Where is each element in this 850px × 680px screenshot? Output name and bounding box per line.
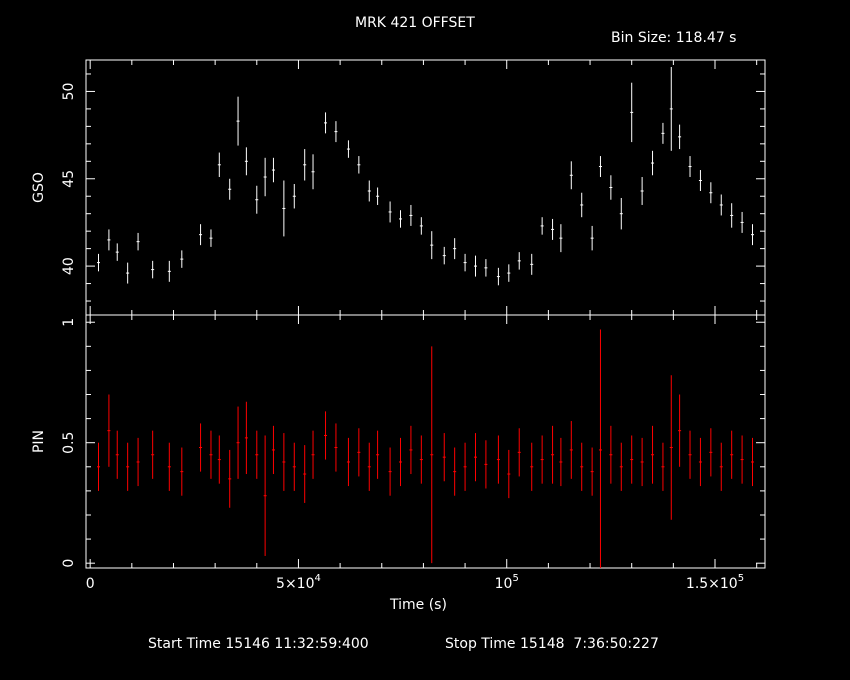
bin-size-readout: Bin Size: 118.47 s [611,30,736,46]
pin-y-tick-label: 1 [61,318,77,327]
start-time-label: Start Time [148,636,221,652]
x-tick-label: 1.5×105 [686,573,744,592]
x-tick-label: 105 [495,573,519,592]
pin-axis-label: PIN [31,430,47,453]
start-time-value: 15146 11:32:59:400 [225,636,369,652]
x-tick-exponent: 5 [512,573,518,584]
gso-axis-label: GSO [31,172,47,203]
stop-time-label: Stop Time [445,636,516,652]
gso-y-tick-label: 50 [61,83,77,101]
gso-y-tick-label: 40 [61,257,77,275]
x-tick-label: 5×104 [276,573,321,592]
chart-title: MRK 421 OFFSET [355,15,475,31]
pin-panel-frame [85,314,766,569]
stop-time: Stop Time 15148 7:36:50:227 [445,636,659,652]
x-tick-exponent: 5 [738,573,744,584]
x-tick-label: 0 [86,576,95,592]
bin-size-value: 118.47 s [675,30,737,46]
x-axis-label: Time (s) [390,597,447,613]
x-tick-exponent: 4 [314,573,320,584]
gso-y-tick-label: 45 [61,170,77,188]
pin-y-tick-label: 0 [61,559,77,568]
stop-time-value: 15148 7:36:50:227 [520,636,659,652]
start-time: Start Time 15146 11:32:59:400 [148,636,369,652]
pin-y-tick-label: 0.5 [61,432,77,454]
gso-panel-frame [85,59,766,316]
bin-size-label: Bin Size: [611,30,672,46]
